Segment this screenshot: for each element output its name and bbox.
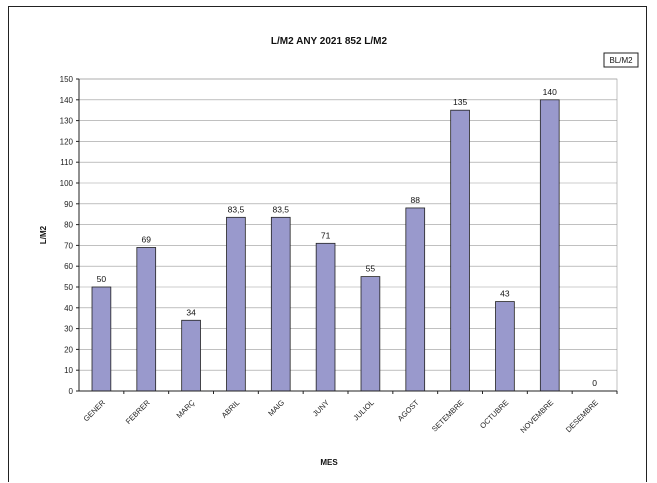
x-category-label: AGOST	[396, 398, 421, 423]
y-tick-label: 90	[64, 200, 73, 209]
y-tick-label: 0	[69, 387, 74, 396]
x-axis-categories: GENER FEBRER MARÇ ABRIL MAIG JUNY JULIOL AGOST S…	[82, 391, 618, 435]
plot-area-border	[78, 78, 618, 392]
y-tick-label: 50	[64, 283, 73, 292]
bar-chart: 0 10 20 30 40 50 60 70 80 90 100 110 120 130 140 150 50…	[39, 36, 639, 467]
y-tick-label: 110	[60, 158, 73, 167]
y-tick-label: 100	[60, 179, 74, 188]
bar-febrer	[136, 247, 157, 392]
x-category-label: JULIOL	[351, 398, 375, 422]
x-category-label: SETEMBRE	[430, 398, 466, 434]
y-axis-ticks: 0 10 20 30 40 50 60 70 80 90 100 110 120 130 140 150	[60, 75, 79, 396]
data-label: 69	[142, 234, 152, 244]
chart-frame: 0 10 20 30 40 50 60 70 80 90 100 110 120 130 140 150 50…	[8, 6, 647, 482]
x-category-label: NOVEMBRE	[518, 398, 555, 435]
legend-box	[603, 52, 639, 68]
y-axis-label: L/M2	[39, 225, 48, 244]
y-tick-label: 30	[64, 325, 73, 334]
y-tick-label: 80	[64, 221, 73, 230]
bar-març	[181, 319, 201, 392]
data-label: 83,5	[272, 204, 289, 214]
data-label: 50	[97, 274, 107, 284]
data-label: 43	[500, 289, 510, 299]
data-label: 34	[186, 307, 196, 317]
y-tick-label: 40	[64, 304, 73, 313]
bar-maig	[270, 216, 291, 392]
bar-setembre	[450, 109, 470, 392]
data-label: 55	[366, 264, 376, 274]
bar-agost	[405, 207, 426, 392]
bars	[91, 99, 560, 392]
x-category-label: MARÇ	[175, 398, 197, 420]
y-tick-label: 150	[60, 75, 74, 84]
bar-octubre	[495, 301, 515, 392]
bar-juny	[315, 242, 336, 392]
y-tick-label: 60	[64, 262, 73, 271]
x-category-label: JUNY	[311, 398, 331, 418]
y-tick-label: 10	[64, 366, 73, 375]
legend: BL/M2	[603, 52, 639, 68]
y-tick-label: 70	[64, 241, 73, 250]
gridlines	[78, 78, 618, 392]
bar-abril	[226, 216, 246, 392]
data-label: 140	[543, 87, 557, 97]
x-category-label: GENER	[82, 398, 108, 424]
x-category-label: MAIG	[266, 398, 286, 418]
y-tick-label: 130	[60, 117, 74, 126]
x-category-label: FEBRER	[124, 398, 152, 426]
data-labels: 50 69 34 83,5 83,5 71 55 88 135 43 140 0	[97, 87, 598, 388]
x-category-label: OCTUBRE	[478, 398, 510, 430]
data-label: 88	[411, 195, 421, 205]
data-label: 0	[592, 378, 597, 388]
chart-title: L/M2 ANY 2021 852 L/M2	[271, 36, 388, 47]
data-label: 135	[453, 97, 467, 107]
y-tick-label: 140	[60, 96, 74, 105]
x-category-label: ABRIL	[220, 398, 242, 420]
y-tick-label: 120	[60, 137, 74, 146]
y-tick-label: 20	[64, 345, 73, 354]
x-axis-label: MES	[320, 458, 338, 467]
bar-juliol	[360, 276, 381, 392]
bar-novembre	[539, 99, 560, 392]
bar-gener	[91, 286, 112, 392]
x-category-label: DESEMBRE	[564, 398, 600, 434]
data-label: 71	[321, 230, 331, 240]
data-label: 83,5	[228, 204, 245, 214]
legend-label: BL/M2	[609, 56, 633, 65]
